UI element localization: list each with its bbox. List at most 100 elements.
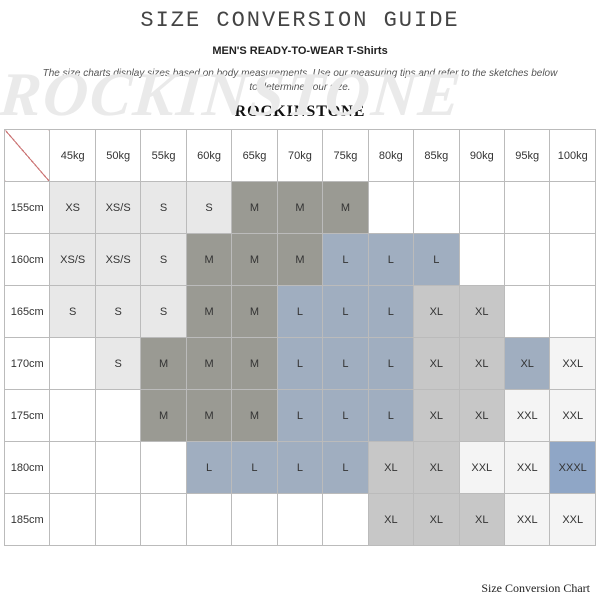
size-cell xyxy=(141,442,186,494)
size-cell xyxy=(50,338,95,390)
subtitle-prefix: MEN'S READY-TO-WEAR xyxy=(212,45,346,57)
size-cell: XXL xyxy=(550,390,596,442)
size-cell: XL xyxy=(504,338,549,390)
size-cell xyxy=(141,494,186,546)
size-cell: L xyxy=(368,390,413,442)
size-cell: L xyxy=(323,390,368,442)
table-row: 170cmSMMMLLLXLXLXLXXL xyxy=(5,338,596,390)
size-cell xyxy=(459,182,504,234)
size-cell: M xyxy=(277,234,322,286)
size-cell: XL xyxy=(368,494,413,546)
size-cell: M xyxy=(277,182,322,234)
size-cell: XL xyxy=(459,390,504,442)
row-header: 160cm xyxy=(5,234,50,286)
size-cell: XL xyxy=(459,494,504,546)
caption: Size Conversion Chart xyxy=(481,581,590,596)
corner-cell xyxy=(5,130,50,182)
size-cell: S xyxy=(141,286,186,338)
size-cell: L xyxy=(323,234,368,286)
size-cell: XS/S xyxy=(95,182,140,234)
size-cell xyxy=(186,494,231,546)
size-cell: XXXL xyxy=(550,442,596,494)
size-chart-table: 45kg50kg55kg60kg65kg70kg75kg80kg85kg90kg… xyxy=(4,129,596,546)
size-cell: S xyxy=(141,182,186,234)
size-cell xyxy=(414,182,459,234)
table-row: 160cmXS/SXS/SSMMMLLL xyxy=(5,234,596,286)
size-cell: M xyxy=(141,338,186,390)
col-header: 60kg xyxy=(186,130,231,182)
brand-watermark: ROCKINSTONE xyxy=(0,60,600,131)
size-cell: XL xyxy=(414,442,459,494)
size-cell: XXL xyxy=(550,338,596,390)
col-header: 65kg xyxy=(232,130,277,182)
size-cell: M xyxy=(232,338,277,390)
col-header: 100kg xyxy=(550,130,596,182)
size-cell: M xyxy=(186,338,231,390)
size-cell xyxy=(550,182,596,234)
table-row: 165cmSSSMMLLLXLXL xyxy=(5,286,596,338)
subtitle: MEN'S READY-TO-WEAR T-Shirts xyxy=(0,45,600,57)
size-cell: M xyxy=(323,182,368,234)
row-header: 165cm xyxy=(5,286,50,338)
size-cell: L xyxy=(323,338,368,390)
size-cell xyxy=(504,234,549,286)
size-cell xyxy=(504,286,549,338)
size-cell: XL xyxy=(459,286,504,338)
col-header: 90kg xyxy=(459,130,504,182)
size-cell: L xyxy=(323,442,368,494)
size-cell: L xyxy=(414,234,459,286)
size-cell: XXL xyxy=(504,494,549,546)
size-cell: M xyxy=(186,286,231,338)
col-header: 75kg xyxy=(323,130,368,182)
col-header: 45kg xyxy=(50,130,95,182)
col-header: 50kg xyxy=(95,130,140,182)
size-cell: XXL xyxy=(504,442,549,494)
col-header: 55kg xyxy=(141,130,186,182)
size-cell: L xyxy=(277,338,322,390)
size-cell: S xyxy=(186,182,231,234)
size-cell: M xyxy=(232,286,277,338)
subtitle-item: T-Shirts xyxy=(347,45,388,57)
page-title: SIZE CONVERSION GUIDE xyxy=(0,8,600,33)
size-cell: XXL xyxy=(459,442,504,494)
size-cell: L xyxy=(277,442,322,494)
size-cell xyxy=(459,234,504,286)
size-cell xyxy=(50,494,95,546)
size-cell: XS/S xyxy=(95,234,140,286)
size-cell xyxy=(232,494,277,546)
size-cell xyxy=(323,494,368,546)
size-cell: XL xyxy=(414,390,459,442)
table-row: 185cmXLXLXLXXLXXL xyxy=(5,494,596,546)
size-cell xyxy=(95,494,140,546)
size-cell xyxy=(95,442,140,494)
size-cell xyxy=(368,182,413,234)
size-cell: S xyxy=(50,286,95,338)
size-cell xyxy=(277,494,322,546)
size-cell: XL xyxy=(414,286,459,338)
size-cell: S xyxy=(95,338,140,390)
size-cell xyxy=(550,234,596,286)
table-row: 175cmMMMLLLXLXLXXLXXL xyxy=(5,390,596,442)
size-cell: M xyxy=(232,234,277,286)
size-cell: M xyxy=(232,182,277,234)
size-cell: L xyxy=(368,338,413,390)
size-cell: M xyxy=(186,390,231,442)
size-cell: XL xyxy=(414,494,459,546)
col-header: 70kg xyxy=(277,130,322,182)
size-cell: M xyxy=(186,234,231,286)
col-header: 80kg xyxy=(368,130,413,182)
table-row: 155cmXSXS/SSSMMM xyxy=(5,182,596,234)
size-cell: L xyxy=(277,286,322,338)
row-header: 175cm xyxy=(5,390,50,442)
size-cell: L xyxy=(368,234,413,286)
size-cell: L xyxy=(323,286,368,338)
size-cell xyxy=(50,442,95,494)
size-cell: M xyxy=(232,390,277,442)
row-header: 180cm xyxy=(5,442,50,494)
size-cell: S xyxy=(95,286,140,338)
size-cell xyxy=(550,286,596,338)
size-cell xyxy=(50,390,95,442)
size-cell: XL xyxy=(368,442,413,494)
row-header: 185cm xyxy=(5,494,50,546)
row-header: 170cm xyxy=(5,338,50,390)
